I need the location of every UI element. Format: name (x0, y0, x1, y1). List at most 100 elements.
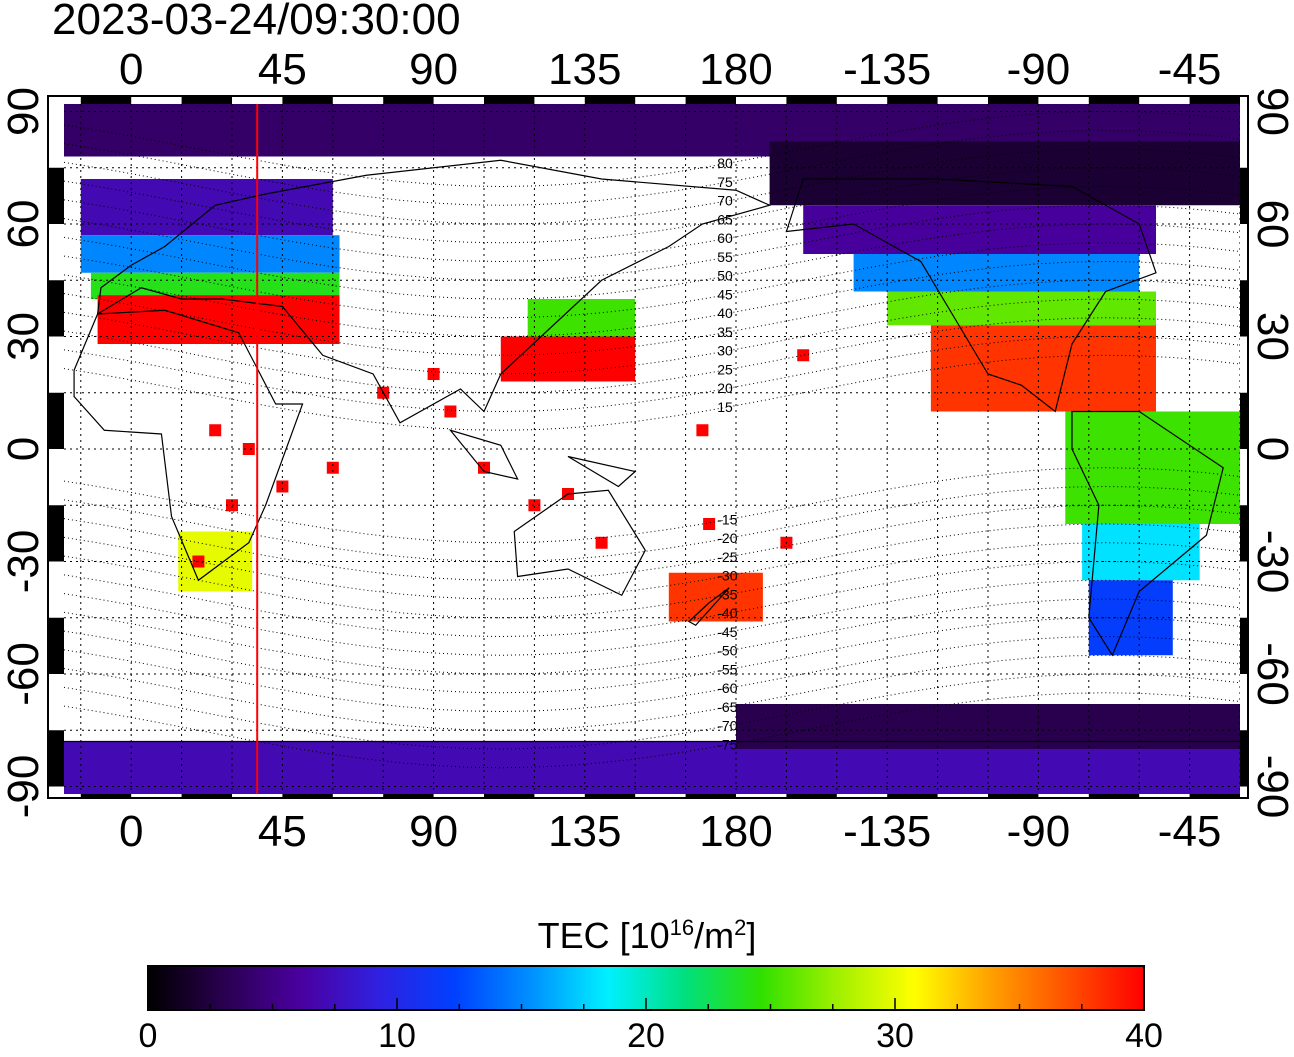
colorbar (147, 965, 1145, 1011)
coastline (567, 455, 637, 488)
tec-region (853, 254, 1140, 292)
tec-cell (703, 518, 716, 530)
right-lat-tick-label: 60 (1248, 200, 1294, 249)
mlat-label: -50 (717, 643, 737, 659)
tec-cell (242, 443, 255, 455)
left-lat-tick-label: -30 (0, 530, 48, 594)
scale-bar-segment (1240, 392, 1248, 449)
mlat-label: -45 (717, 624, 737, 640)
mlat-label: 20 (717, 380, 733, 396)
tec-cell (326, 461, 339, 474)
bottom-lon-tick-label: 180 (699, 807, 772, 856)
right-lat-tick-label: 0 (1248, 437, 1294, 461)
mlat-label: 50 (717, 268, 733, 284)
axis-tick-labels: 0 0 45 45 90 90 135 135 180 180 -135 -135 -90 -90 -45 -… (0, 45, 1294, 856)
mlat-label: 65 (717, 211, 733, 227)
mlat-label: 75 (717, 174, 733, 190)
mlat-label: -35 (717, 586, 737, 602)
mlat-label: 40 (717, 305, 733, 321)
left-lat-tick-label: 60 (0, 200, 48, 249)
coastline (513, 489, 646, 597)
top-lon-tick-label: 135 (548, 45, 621, 94)
scale-bar-segment (1240, 730, 1248, 787)
scale-bar-segment (80, 794, 132, 798)
colorbar-tick-label: 10 (378, 1017, 416, 1055)
timestamp-title: 2023-03-24/09:30:00 (52, 0, 461, 44)
bottom-lon-tick-label: 135 (548, 807, 621, 856)
coastline-layer (64, 159, 1240, 743)
mlat-label: 55 (717, 249, 733, 265)
scale-bar-segment (1088, 96, 1140, 104)
top-lon-tick-label: -90 (1007, 45, 1071, 94)
mlat-label: -30 (717, 568, 737, 584)
scale-bar-segment (988, 96, 1039, 104)
right-lat-tick-label: -30 (1248, 530, 1294, 594)
tec-region (80, 235, 340, 273)
mlat-label: -40 (717, 605, 737, 621)
scale-bar-segment (1240, 505, 1248, 562)
bottom-lon-tick-label: 45 (258, 807, 307, 856)
coastline (1071, 410, 1224, 657)
tec-region (736, 704, 1240, 749)
scale-bar-segment (584, 794, 636, 798)
colorbar-tick-label: 20 (627, 1017, 665, 1055)
bottom-lon-tick-label: -135 (843, 807, 931, 856)
top-lon-tick-label: 180 (699, 45, 772, 94)
tec-cell (444, 405, 457, 418)
coastline (687, 587, 730, 627)
mlat-label: 70 (717, 193, 733, 209)
scale-bar-segment (48, 730, 64, 787)
mlat-label: -55 (717, 661, 737, 677)
mlat-label: -15 (717, 511, 737, 527)
tec-map: 80 75 70 65 60 55 50 45 40 35 30 25 20 15 -15 -20 -25 -30… (0, 45, 1294, 856)
top-lon-tick-label: 45 (258, 45, 307, 94)
left-lat-tick-label: -60 (0, 642, 48, 706)
scale-bar-segment (383, 96, 434, 104)
scale-bar-segment (887, 96, 938, 104)
mlat-label: 30 (717, 343, 733, 359)
coastline (785, 178, 1157, 413)
scale-bar-segment (383, 794, 434, 798)
scale-bar-segment (1240, 617, 1248, 674)
colorbar-title: TEC [1016/m2] (537, 915, 757, 956)
mlat-label: 80 (717, 155, 733, 171)
scale-bar-segment (1189, 96, 1240, 104)
mlat-label: 15 (717, 399, 733, 415)
tec-region (527, 299, 636, 344)
scale-bar-segment (1088, 794, 1140, 798)
tec-cell (276, 480, 289, 493)
scale-bar-segment (48, 280, 64, 337)
right-lat-tick-label: 90 (1248, 87, 1294, 136)
tec-cell (797, 349, 810, 362)
tec-region (80, 179, 333, 236)
scale-bar-segment (685, 96, 736, 104)
left-lat-tick-label: -90 (0, 755, 48, 819)
mlat-label: -20 (717, 530, 737, 546)
mlat-label: 35 (717, 324, 733, 340)
scale-bar-segment (988, 794, 1039, 798)
scale-bar-segment (80, 96, 132, 104)
tec-region (500, 336, 636, 382)
top-lon-tick-label: 0 (119, 45, 143, 94)
tec-region (64, 741, 1240, 794)
mlat-label: -60 (717, 680, 737, 696)
scale-bar-segment (484, 794, 535, 798)
tec-cell (696, 424, 709, 437)
scale-bar-segment (1189, 794, 1240, 798)
scale-bar-segment (584, 96, 636, 104)
top-lon-tick-label: -135 (843, 45, 931, 94)
tec-region (803, 205, 1156, 254)
scale-bar-segment (48, 392, 64, 449)
mlat-label: 45 (717, 286, 733, 302)
bottom-lon-tick-label: 90 (409, 807, 458, 856)
tec-region (97, 295, 340, 344)
bottom-lon-tick-label: -45 (1158, 807, 1222, 856)
top-lon-tick-label: 90 (409, 45, 458, 94)
scale-bar-segment (181, 96, 232, 104)
bottom-lon-tick-label: -90 (1007, 807, 1071, 856)
mlat-label: 60 (717, 230, 733, 246)
tec-region (1065, 411, 1240, 524)
left-lat-tick-label: 30 (0, 312, 48, 361)
mlat-label: -70 (717, 718, 737, 734)
mlat-label: -75 (717, 736, 737, 752)
